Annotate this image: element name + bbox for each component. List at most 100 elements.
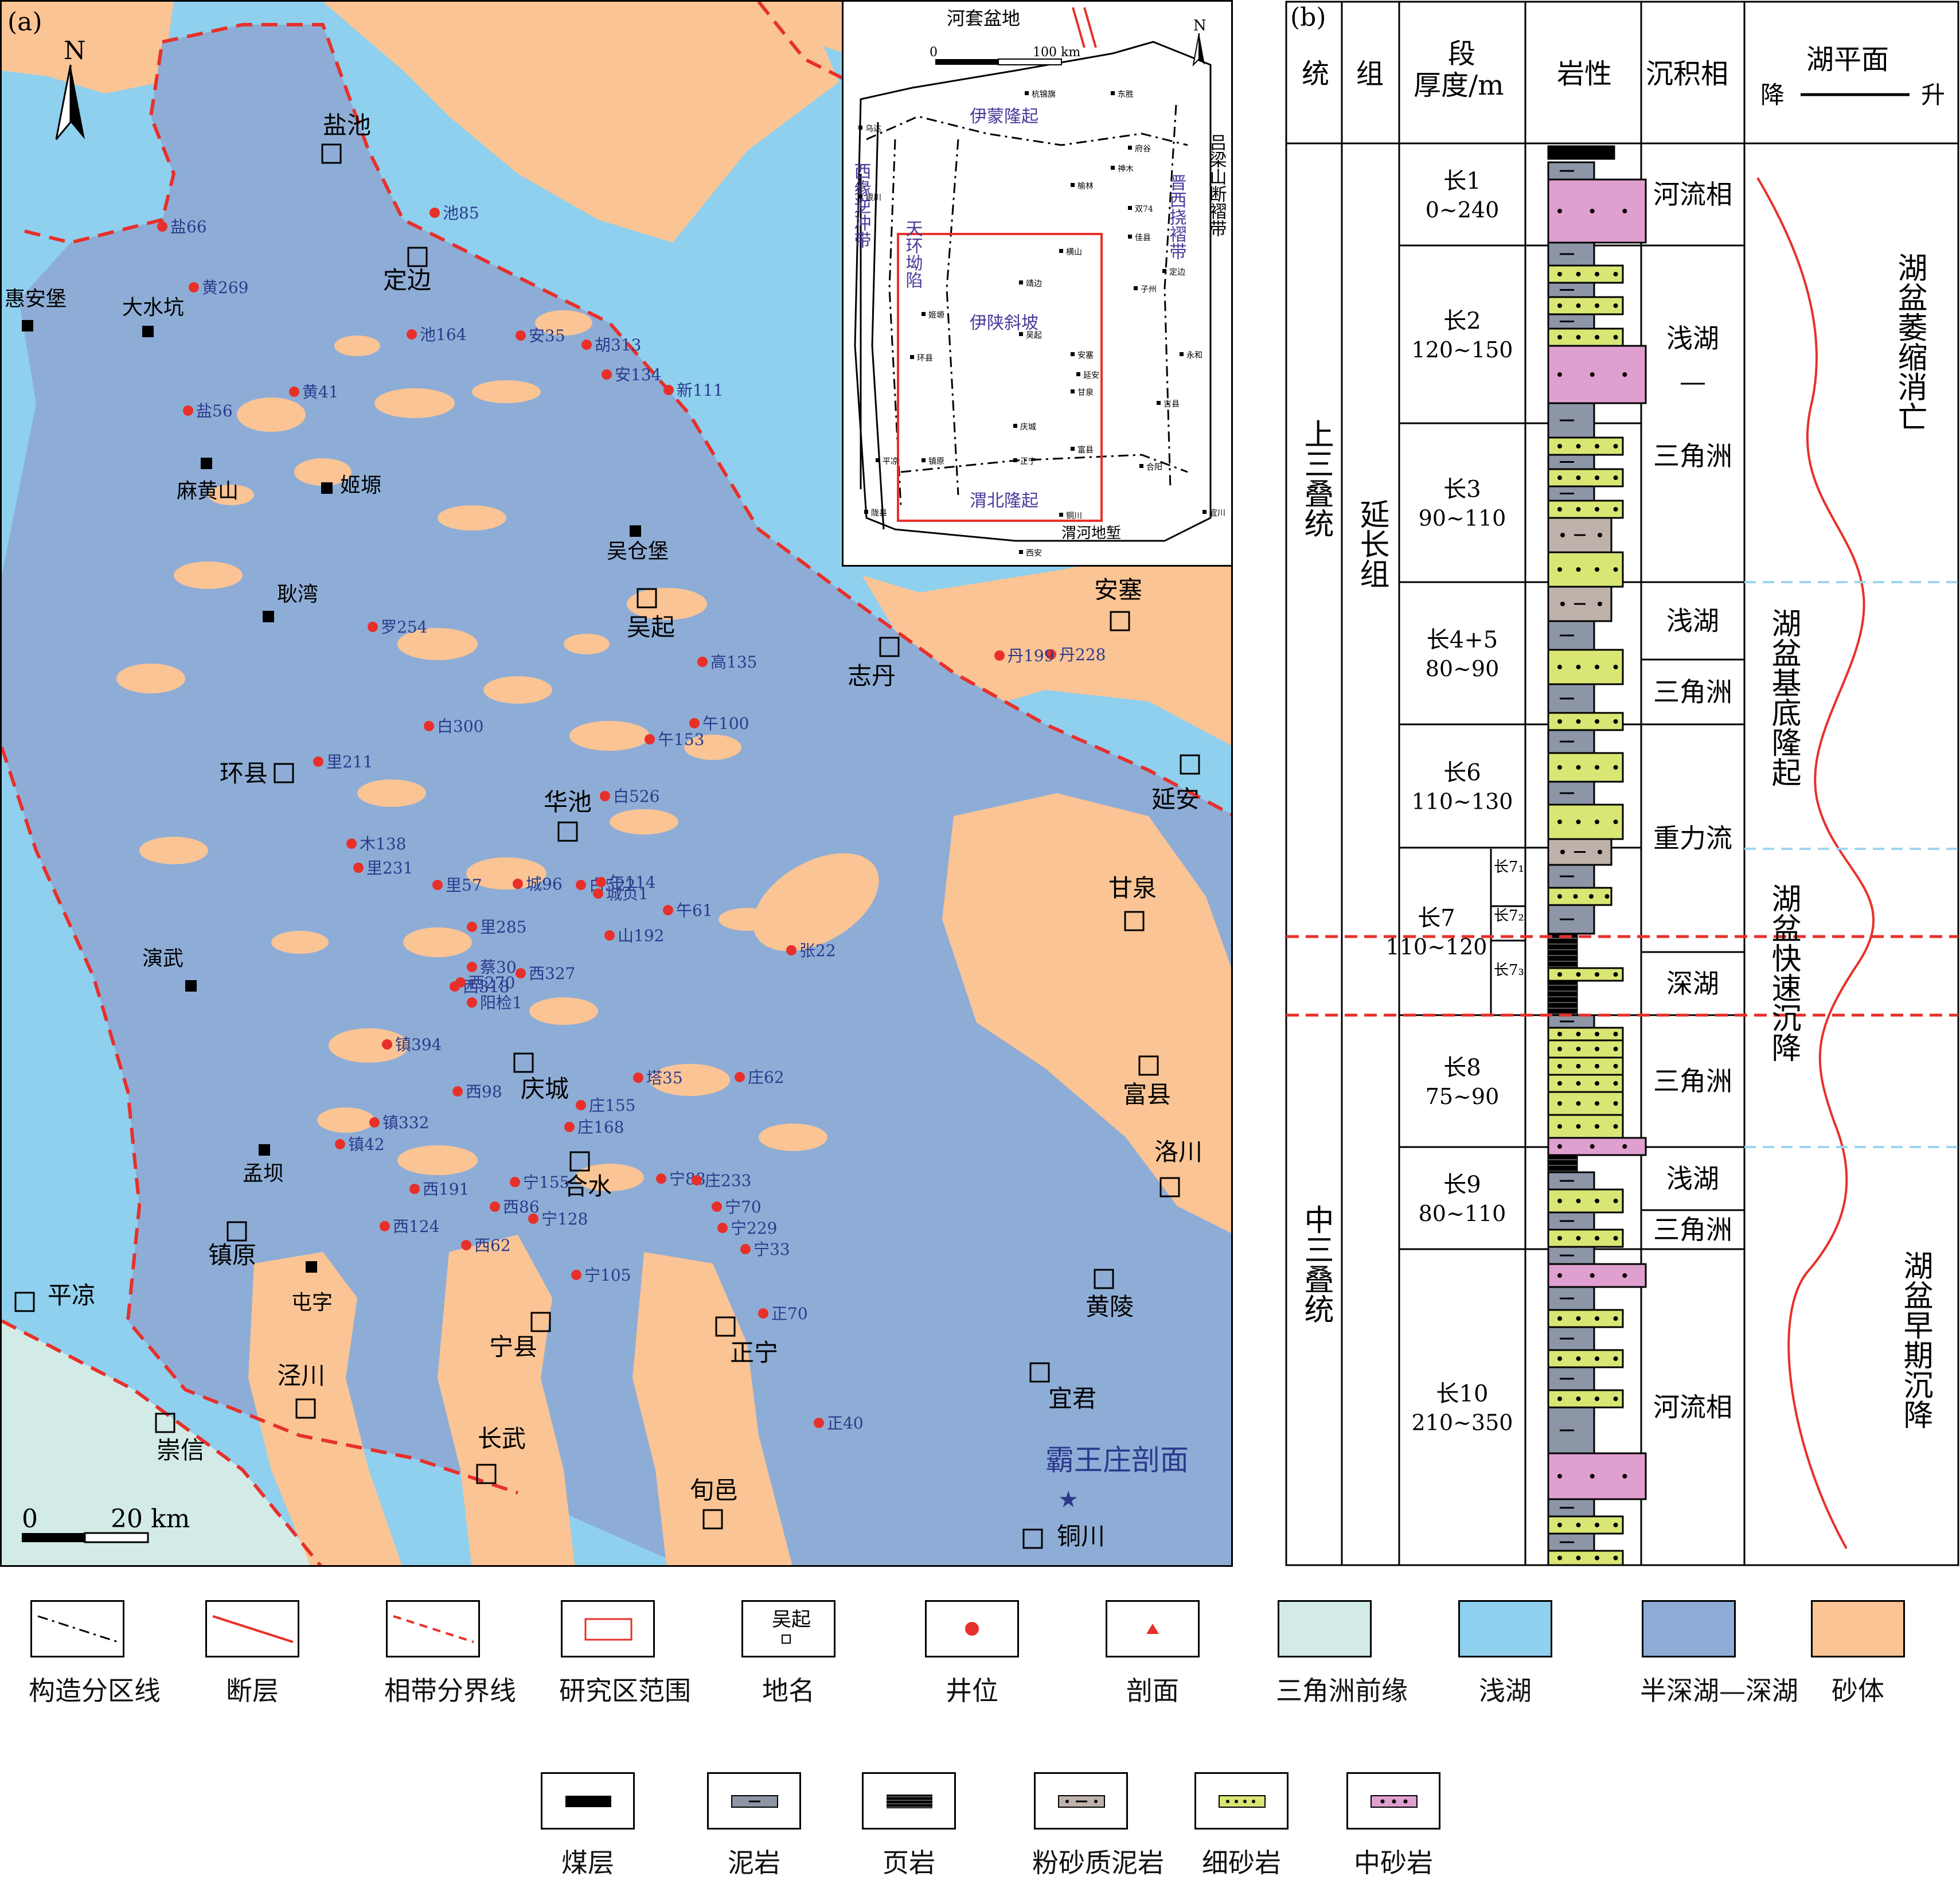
litho-bed — [1547, 1452, 1647, 1500]
section-label: 霸王庄剖面 — [1045, 1444, 1189, 1477]
well-dot — [564, 1122, 575, 1132]
legend-label: 砂体 — [1832, 1675, 1884, 1706]
well-label: 高135 — [710, 653, 757, 672]
svg-text:伊蒙隆起: 伊蒙隆起 — [970, 107, 1038, 127]
town-marker — [259, 1144, 270, 1156]
well-dot — [712, 1202, 722, 1212]
legend-label: 地名 — [762, 1675, 815, 1706]
red-line-icon — [205, 1600, 299, 1657]
well-label: 里285 — [480, 918, 526, 937]
svg-text:降: 降 — [1760, 81, 1785, 109]
sand-body — [248, 1252, 402, 1565]
well-label: 安35 — [529, 326, 565, 345]
well-label: 宁33 — [753, 1240, 790, 1259]
coal-icon — [541, 1772, 635, 1830]
well-label: 镇42 — [348, 1135, 385, 1154]
inset-place: 平凉 — [883, 457, 899, 466]
sand-body — [2, 2, 174, 93]
city-marker — [557, 821, 578, 842]
facies-boundary-lines — [2, 2, 1231, 1565]
svg-text:西缘逆冲带: 西缘逆冲带 — [851, 162, 871, 248]
svg-text:中三叠统: 中三叠统 — [1299, 1204, 1333, 1324]
svg-text:湖盆基底隆起: 湖盆基底隆起 — [1766, 608, 1801, 787]
svg-text:伊陕斜坡: 伊陕斜坡 — [970, 313, 1038, 333]
medium-sandstone-icon — [1346, 1772, 1440, 1830]
sand-body — [753, 853, 879, 951]
legend-label: 粉砂质泥岩 — [1032, 1847, 1164, 1878]
legend-label: 浅湖 — [1479, 1675, 1532, 1706]
well-label: 镇394 — [395, 1035, 442, 1054]
inset-place: 环县 — [917, 354, 933, 363]
member-thickness: 80~110 — [1419, 1201, 1506, 1226]
well-dot — [1046, 649, 1056, 660]
well-dot — [346, 838, 357, 849]
legend-item: 煤层 — [539, 1772, 637, 1880]
inset-place: 庆城 — [1020, 423, 1036, 432]
svg-text:晋西挠褶带: 晋西挠褶带 — [1166, 174, 1187, 260]
litho-bed — [1547, 1263, 1647, 1288]
town-label: 吴仓堡 — [607, 540, 669, 563]
legend-item: 页岩 — [860, 1772, 958, 1880]
city-label: 吴起 — [627, 613, 675, 641]
member-rows: 长1 0~240 长2 120~150 长3 90~110 长4+5 80~90 长6 110~1… — [1386, 168, 1641, 1566]
well-dot — [157, 221, 167, 232]
section-star-icon: ★ — [1058, 1487, 1079, 1513]
city-marker — [1124, 911, 1145, 931]
inset-place: 安塞 — [1077, 350, 1094, 360]
well-label: 盐56 — [196, 401, 233, 420]
city-marker — [1159, 1177, 1180, 1198]
well-label: 宁128 — [541, 1210, 588, 1228]
legend-item: 吴起 地名 — [740, 1600, 837, 1708]
legend-label: 剖面 — [1126, 1675, 1179, 1706]
well-dot — [467, 962, 477, 972]
city-marker — [295, 1398, 316, 1419]
well-label: 西191 — [423, 1180, 469, 1199]
svg-text:湖盆快速沉降: 湖盆快速沉降 — [1766, 883, 1801, 1062]
well-dot — [604, 930, 615, 941]
litho-bed — [1547, 1137, 1647, 1156]
inset-place: 子州 — [1141, 285, 1157, 294]
member-name: 长4+5 — [1427, 627, 1498, 653]
inset-place: 乌达 — [865, 124, 881, 134]
well-label: 午114 — [609, 873, 655, 892]
member-name: 长6 — [1443, 760, 1481, 786]
scale-bar: 0 20 km — [22, 1504, 190, 1543]
legend-item: 中砂岩 — [1345, 1772, 1442, 1880]
litho-bed — [1547, 345, 1647, 404]
inset-svg: 河套盆地 渭河地堑 0 100 km N 伊蒙隆起 伊陕斜坡 渭北隆起 杭锦旗 东… — [851, 7, 1227, 558]
litho-bed — [1547, 468, 1624, 487]
red-triangle-icon — [1106, 1600, 1200, 1657]
sub-member: 长7₁ — [1494, 859, 1524, 876]
litho-bed — [1547, 752, 1624, 783]
well-dot — [645, 734, 655, 744]
silty-mudstone-icon — [1034, 1772, 1128, 1830]
inset-place: 杭锦旗 — [1032, 89, 1056, 99]
town-marker — [263, 611, 274, 622]
well-dot — [183, 405, 193, 416]
inset-place: 定边 — [1169, 268, 1185, 277]
well-dot — [513, 879, 523, 889]
sand-lobes — [116, 310, 827, 1191]
city-marker — [1022, 1528, 1043, 1549]
well-dot — [510, 1177, 520, 1187]
town-label: 演武 — [142, 947, 183, 970]
city-label: 长武 — [478, 1425, 526, 1453]
delta-front-area — [2, 1321, 321, 1565]
town-marker — [22, 320, 33, 331]
well-label: 蔡30 — [480, 958, 517, 977]
inset-map: 河套盆地 渭河地堑 0 100 km N 伊蒙隆起 伊陕斜坡 渭北隆起 杭锦旗 东… — [842, 2, 1231, 567]
legend-label: 三角洲前缘 — [1276, 1675, 1408, 1706]
well-dot — [289, 387, 299, 397]
north-arrow: N — [55, 36, 86, 140]
well-label: 西62 — [474, 1236, 511, 1255]
member-name: 长7 — [1418, 905, 1455, 931]
svg-text:湖盆早期沉降: 湖盆早期沉降 — [1898, 1250, 1932, 1429]
facies-label: — — [1680, 366, 1706, 397]
well-label: 城96 — [526, 875, 563, 894]
inset-place: 合阳 — [1146, 463, 1162, 472]
legend-item: 相带分界线 — [384, 1600, 516, 1708]
inset-place: 吉县 — [1163, 400, 1180, 409]
inset-place: 双74 — [1135, 205, 1153, 214]
member-thickness: 80~90 — [1426, 656, 1500, 681]
